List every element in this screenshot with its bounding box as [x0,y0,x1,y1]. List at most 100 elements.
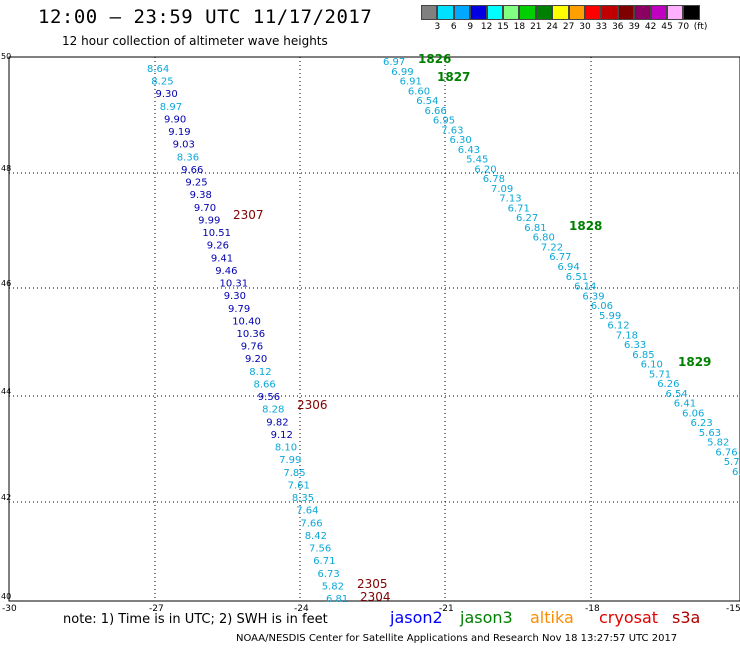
lat-tick-label: 44 [1,387,11,396]
lat-tick-label: 40 [1,592,11,601]
legend-label: 39 [628,22,640,32]
wave-height-value: 9.66 [181,165,203,176]
wave-height-value: 9.03 [173,140,195,151]
wave-height-value: 6.91 [400,77,422,88]
track-time-label: 1827 [437,70,470,84]
legend-label: 21 [530,22,542,32]
wave-height-value: 7.64 [296,506,318,517]
legend-swatch [585,5,602,20]
wave-height-value: 6.76 [715,448,737,459]
legend-swatch [667,5,684,20]
wave-height-value: 9.99 [198,215,220,226]
wave-height-value: 9.38 [190,190,212,201]
wave-height-value: 8.64 [147,64,169,75]
page-title: 12:00 — 23:59 UTC 11/17/2017 [38,6,373,28]
wave-height-value: 6.43 [458,145,480,156]
map-tick-labels: -30 -27 -24 -21 -18 -15 50 48 46 44 42 40 [1,52,740,614]
wave-height-value: 5.72 [724,457,740,468]
wave-height-value: 6.97 [383,57,405,68]
legend-swatch [421,5,438,20]
legend-swatch [601,5,618,20]
wave-height-value: 9.19 [168,127,190,138]
wave-height-value: 6.51 [566,272,588,283]
wave-height-value: 7.13 [499,194,521,205]
wave-height-value: 6.20 [474,164,496,175]
legend-label: 45 [661,22,673,32]
wave-height-value: 5.63 [699,428,721,439]
wave-height-value: 6.06 [682,408,704,419]
lon-tick-label: -18 [585,604,600,614]
track-time-label: 2305 [357,577,388,591]
wave-height-value: 6.39 [582,291,604,302]
legend-swatch [568,5,585,20]
legend-swatch [519,5,536,20]
wave-height-value: 6.81 [326,594,348,605]
lon-tick-label: -15 [726,604,740,614]
wave-height-value: 9.90 [164,115,186,126]
wave-height-value: 7.63 [441,125,463,136]
wave-height-value: 8.10 [275,443,297,454]
footer-note: note: 1) Time is in UTC; 2) SWH is in fe… [63,612,328,627]
wave-height-value: 9.25 [185,178,207,189]
wave-height-value: 6.14 [574,282,596,293]
wave-height-value: 6.23 [691,418,713,429]
track-time-label: 1826 [418,52,451,66]
wave-height-value: 6.99 [391,67,413,78]
wave-height-value: 9.76 [241,342,263,353]
legend-swatch [470,5,487,20]
wave-height-value: 6.4 [732,467,740,478]
wave-height-value: 5.71 [649,369,671,380]
wave-height-value: 7.99 [279,455,301,466]
track-time-label: 1828 [569,219,602,233]
page-subtitle: 12 hour collection of altimeter wave hei… [62,34,328,48]
west-track-jason2: 8.648.259.308.979.909.199.038.369.669.25… [147,64,391,605]
legend-unit: (ft) [693,22,708,32]
wave-height-value: 8.66 [254,380,276,391]
wave-height-value: 5.82 [707,438,729,449]
legend-swatch [486,5,503,20]
legend-swatch [552,5,569,20]
lat-tick-label: 42 [1,493,11,502]
wave-height-value: 7.22 [541,243,563,254]
east-track-jason3: 6.976.996.916.606.546.666.957.636.306.43… [383,52,740,478]
wave-height-value: 8.25 [151,77,173,88]
wave-height-value: 6.54 [416,96,438,107]
wave-height-value: 6.33 [624,340,646,351]
satellite-label-jason2: jason2 [390,608,443,627]
legend-swatch [437,5,454,20]
wave-height-value: 8.36 [177,152,199,163]
legend-label: 70 [677,22,690,32]
wave-height-value: 10.31 [220,279,249,290]
wave-height-value: 6.71 [313,556,335,567]
wave-height-value: 8.35 [292,493,314,504]
lon-tick-label: -30 [2,604,17,614]
satellite-label-s3a: s3a [672,608,701,627]
lon-tick-label: -27 [149,604,164,614]
wave-height-value: 9.56 [258,392,280,403]
wave-height-value: 9.30 [156,89,178,100]
wave-height-value: 7.61 [288,480,310,491]
wave-height-value: 6.78 [483,174,505,185]
wave-height-value: 6.27 [516,213,538,224]
wave-height-value: 7.09 [491,184,513,195]
wave-height-value: 6.77 [549,252,571,263]
wave-height-value: 6.73 [318,569,340,580]
lon-tick-label: -21 [439,604,454,614]
satellite-label-cryosat: cryosat [599,608,659,627]
lat-tick-label: 46 [1,279,11,288]
legend-label: 3 [434,22,441,32]
wave-height-value: 9.20 [245,354,267,365]
wave-height-value: 6.94 [558,262,580,273]
wave-height-value: 6.95 [433,116,455,127]
wave-height-value: 7.66 [300,518,322,529]
wave-height-value: 5.82 [322,581,344,592]
legend-swatch [634,5,651,20]
map-frame [8,56,740,602]
lat-tick-label: 48 [1,164,11,173]
wave-height-value: 6.10 [641,360,663,371]
track-time-label: 1829 [678,355,711,369]
legend-label: 24 [546,22,558,32]
wave-height-value: 9.26 [207,241,229,252]
wave-height-value: 6.26 [657,379,679,390]
